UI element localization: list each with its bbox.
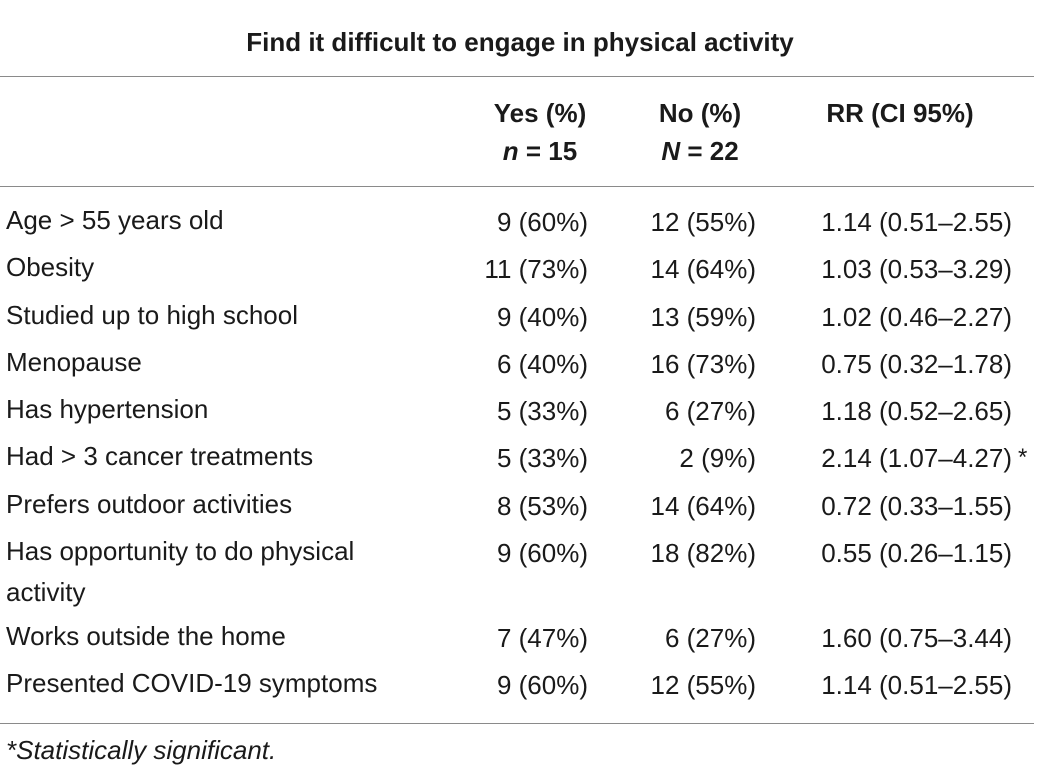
column-header-no-label: No (%)	[658, 98, 742, 128]
column-header-yes-label: Yes (%)	[493, 98, 587, 128]
row-label: Has hypertension	[6, 394, 209, 425]
cell-no: 2 (9%)	[679, 443, 756, 474]
table-row: Works outside the home 7 (47%) 6 (27%) 1…	[0, 616, 1040, 663]
cell-rr: 1.02 (0.46–2.27)	[821, 301, 1012, 332]
cell-yes: 9 (60%)	[496, 670, 588, 701]
no-n-value: = 22	[680, 136, 739, 166]
cell-rr: 1.14 (0.51–2.55)	[821, 207, 1012, 237]
table-title: Find it difficult to engage in physical …	[246, 27, 794, 57]
cell-rr: 0.75 (0.32–1.78)	[821, 348, 1012, 379]
cell-yes: 9 (60%)	[496, 538, 588, 569]
cell-rr: 0.55 (0.26–1.15)	[821, 538, 1012, 569]
row-label: Obesity	[6, 252, 95, 283]
row-label: Presented COVID-19 symptoms	[6, 668, 378, 699]
row-label: Prefers outdoor activities	[6, 488, 293, 519]
cell-rr: 0.72 (0.33–1.55)	[821, 490, 1012, 521]
cell-rr: 1.60 (0.75–3.44)	[821, 623, 1012, 654]
bottom-rule	[0, 723, 1034, 724]
cell-yes: 5 (33%)	[496, 443, 588, 474]
row-label: Works outside the home	[6, 621, 286, 652]
cell-yes: 9 (40%)	[496, 301, 588, 332]
cell-yes: 8 (53%)	[496, 490, 588, 521]
column-header-no: No (%) N = 22	[630, 94, 770, 170]
cell-yes: 11 (73%)	[484, 254, 588, 285]
cell-rr: 1.14 (0.51–2.55)	[821, 670, 1012, 701]
row-label: Menopause	[6, 346, 142, 377]
cell-no: 13 (59%)	[650, 301, 757, 332]
table-row: Studied up to high school 9 (40%) 13 (59…	[0, 295, 1040, 342]
row-label: Has opportunity to do physical activity	[6, 536, 355, 608]
cell-no: 18 (82%)	[650, 538, 757, 569]
cell-no: 16 (73%)	[650, 348, 757, 379]
table-row: Menopause 6 (40%) 16 (73%) 0.75 (0.32–1.…	[0, 342, 1040, 389]
yes-n-symbol: n	[502, 136, 519, 166]
no-n-symbol: N	[661, 136, 681, 166]
header-rule	[0, 186, 1034, 187]
table-row: Has opportunity to do physical activity …	[0, 531, 1040, 616]
column-header-rr: RR (CI 95%)	[795, 94, 1005, 132]
table-body: Age > 55 years old 9 (60%) 12 (55%) 1.14…	[0, 200, 1040, 711]
cell-yes: 6 (40%)	[496, 348, 588, 379]
cell-no: 14 (64%)	[650, 490, 757, 521]
table-row: Presented COVID-19 symptoms 9 (60%) 12 (…	[0, 663, 1040, 710]
cell-no: 6 (27%)	[664, 396, 756, 427]
cell-yes: 9 (60%)	[496, 207, 588, 237]
column-header-yes: Yes (%) n = 15	[470, 94, 610, 170]
footnote: *Statistically significant.	[6, 735, 277, 765]
cell-no: 12 (55%)	[650, 670, 757, 701]
cell-rr: 1.03 (0.53–3.29)	[821, 254, 1012, 285]
table-row: Obesity 11 (73%) 14 (64%) 1.03 (0.53–3.2…	[0, 247, 1040, 294]
column-header-no-n: N = 22	[630, 132, 770, 170]
row-label: Had > 3 cancer treatments	[6, 441, 314, 472]
table-row: Had > 3 cancer treatments 5 (33%) 2 (9%)…	[0, 436, 1040, 483]
table-row: Prefers outdoor activities 8 (53%) 14 (6…	[0, 484, 1040, 531]
cell-yes: 5 (33%)	[496, 396, 588, 427]
yes-n-value: = 15	[518, 136, 578, 166]
table-row: Has hypertension 5 (33%) 6 (27%) 1.18 (0…	[0, 389, 1040, 436]
row-label: Studied up to high school	[6, 299, 298, 330]
column-header-yes-n: n = 15	[470, 132, 610, 170]
significance-mark: *	[1018, 444, 1028, 472]
cell-no: 6 (27%)	[664, 623, 756, 654]
column-header-rr-label: RR (CI 95%)	[826, 98, 974, 128]
row-label: Age > 55 years old	[6, 205, 224, 235]
table-row: Age > 55 years old 9 (60%) 12 (55%) 1.14…	[0, 200, 1040, 247]
cell-no: 14 (64%)	[650, 254, 757, 285]
cell-rr: 1.18 (0.52–2.65)	[821, 396, 1012, 427]
cell-yes: 7 (47%)	[496, 623, 588, 654]
cell-no: 12 (55%)	[650, 207, 757, 237]
top-rule	[0, 76, 1034, 77]
cell-rr: 2.14 (1.07–4.27)	[821, 443, 1012, 474]
